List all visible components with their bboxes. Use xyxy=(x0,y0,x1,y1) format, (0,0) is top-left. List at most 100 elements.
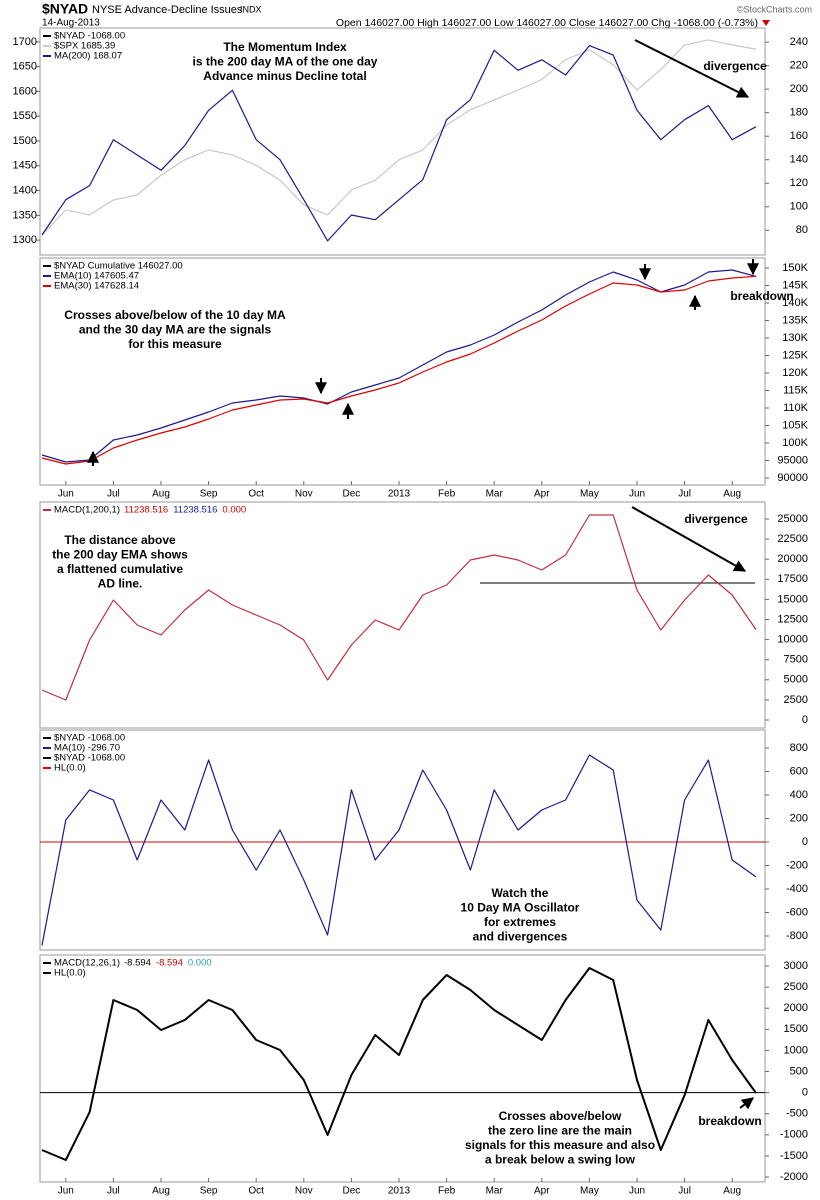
y-tick-label: 25000 xyxy=(777,513,808,525)
y2-tick-label: 180 xyxy=(790,107,808,119)
legend-entry: MACD(12,26,1) xyxy=(54,958,120,969)
series-line xyxy=(41,39,757,236)
annotation: a break below a swing low xyxy=(485,1153,636,1167)
legend-entry: MA(200) 168.07 xyxy=(54,51,122,62)
y-tick-label: 1450 xyxy=(13,160,37,172)
y-tick-label: -400 xyxy=(786,883,808,895)
x-tick-label: Apr xyxy=(534,489,550,500)
x-tick-label: Dec xyxy=(343,1186,361,1197)
x-tick-label: May xyxy=(580,1186,599,1197)
legend-value: 0.000 xyxy=(222,505,246,516)
series-line xyxy=(41,754,757,946)
x-tick-label: Sep xyxy=(200,489,218,500)
x-tick-label: Oct xyxy=(248,489,264,500)
x-tick-label: Oct xyxy=(248,1186,264,1197)
y-tick-label: 120K xyxy=(782,367,808,379)
x-tick-label: Mar xyxy=(486,1186,504,1197)
y-tick-label: 3000 xyxy=(784,960,808,972)
y-tick-label: 200 xyxy=(790,812,808,824)
y-tick-label: 1300 xyxy=(13,234,37,246)
y2-tick-label: 220 xyxy=(790,60,808,72)
annotation: The distance above xyxy=(64,533,176,547)
y-tick-label: 150K xyxy=(782,262,808,274)
symbol: $NYAD xyxy=(42,1,88,17)
y-tick-label: 800 xyxy=(790,742,808,754)
y-tick-label: 1700 xyxy=(13,36,37,48)
y-tick-label: -800 xyxy=(786,930,808,942)
panel-frame xyxy=(39,501,766,729)
y-tick-label: 600 xyxy=(790,765,808,777)
symbol-name: NYSE Advance-Decline Issues xyxy=(92,4,243,16)
legend-entry: MA(10) -296.70 xyxy=(54,743,120,754)
x-tick-label: Apr xyxy=(534,1186,550,1197)
y-tick-label: 1350 xyxy=(13,209,37,221)
annotation: the zero line are the main xyxy=(488,1124,632,1138)
annotation: a flattened cumulative xyxy=(57,562,183,576)
annotation: breakdown xyxy=(730,289,793,303)
annotation: AD line. xyxy=(98,577,143,591)
legend-value: -8.594 xyxy=(124,958,151,969)
x-tick-label: Nov xyxy=(295,1186,313,1197)
legend-value: -8.594 xyxy=(156,958,183,969)
x-tick-label: Jun xyxy=(58,489,74,500)
annotation: and the 30 day MA are the signals xyxy=(79,323,272,337)
date: 14-Aug-2013 xyxy=(42,18,100,29)
x-tick-label: 2013 xyxy=(388,489,411,500)
y2-tick-label: 120 xyxy=(790,177,808,189)
y-tick-label: 1600 xyxy=(13,85,37,97)
y-tick-label: 100K xyxy=(782,437,808,449)
panel-frame xyxy=(39,729,766,951)
annotation: the 200 day EMA shows xyxy=(52,548,188,562)
x-tick-label: Jul xyxy=(107,489,120,500)
panel-frame xyxy=(39,954,766,1183)
legend-entry: HL(0.0) xyxy=(54,968,86,979)
y-tick-label: 20000 xyxy=(777,553,808,565)
y-tick-label: 1400 xyxy=(13,184,37,196)
y-tick-label: 400 xyxy=(790,789,808,801)
x-tick-label: Dec xyxy=(343,489,361,500)
x-tick-label: Mar xyxy=(486,489,504,500)
y-tick-label: 5000 xyxy=(784,674,808,686)
y-tick-label: 115K xyxy=(783,384,809,396)
annotation: Crosses above/below of the 10 day MA xyxy=(64,308,286,322)
annotation: and divergences xyxy=(473,930,568,944)
annotation: for this measure xyxy=(128,337,222,351)
y-tick-label: 140K xyxy=(782,297,808,309)
legend-entry: MACD(1,200,1) xyxy=(54,505,120,516)
y-tick-label: -200 xyxy=(786,859,808,871)
series-line xyxy=(41,269,757,463)
y-tick-label: 95000 xyxy=(777,454,808,466)
y2-tick-label: 240 xyxy=(790,36,808,48)
series-line xyxy=(41,45,757,242)
x-tick-label: May xyxy=(580,489,599,500)
y-tick-label: 22500 xyxy=(777,533,808,545)
y-tick-label: 10000 xyxy=(777,634,808,646)
y-tick-label: 1500 xyxy=(13,135,37,147)
annotation: Advance minus Decline total xyxy=(203,69,366,83)
y-tick-label: -600 xyxy=(786,906,808,918)
x-tick-label: Jun xyxy=(58,1186,74,1197)
y-tick-label: 2500 xyxy=(784,694,808,706)
y-tick-label: 500 xyxy=(790,1065,808,1077)
legend-value: 0.000 xyxy=(188,958,212,969)
down-marker xyxy=(762,20,770,26)
y2-tick-label: 160 xyxy=(790,130,808,142)
annotation: 10 Day MA Oscillator xyxy=(461,901,580,915)
annotation: Crosses above/below xyxy=(499,1109,622,1123)
y2-tick-label: 80 xyxy=(796,224,808,236)
x-tick-label: Jul xyxy=(678,1186,691,1197)
annotation: The Momentum Index xyxy=(223,40,347,54)
x-tick-label: Aug xyxy=(152,489,170,500)
y-tick-label: 12500 xyxy=(777,613,808,625)
panel-frame xyxy=(39,27,766,256)
y-tick-label: 2000 xyxy=(784,1002,808,1014)
y-tick-label: -500 xyxy=(786,1108,808,1120)
series-line xyxy=(41,514,757,701)
x-tick-label: Sep xyxy=(200,1186,218,1197)
quote: Open 146027.00 High 146027.00 Low 146027… xyxy=(336,17,758,29)
x-tick-label: Jul xyxy=(678,489,691,500)
legend-value: 11238.516 xyxy=(173,505,217,516)
x-tick-label: Jul xyxy=(107,1186,120,1197)
annotation: divergence xyxy=(684,512,748,526)
